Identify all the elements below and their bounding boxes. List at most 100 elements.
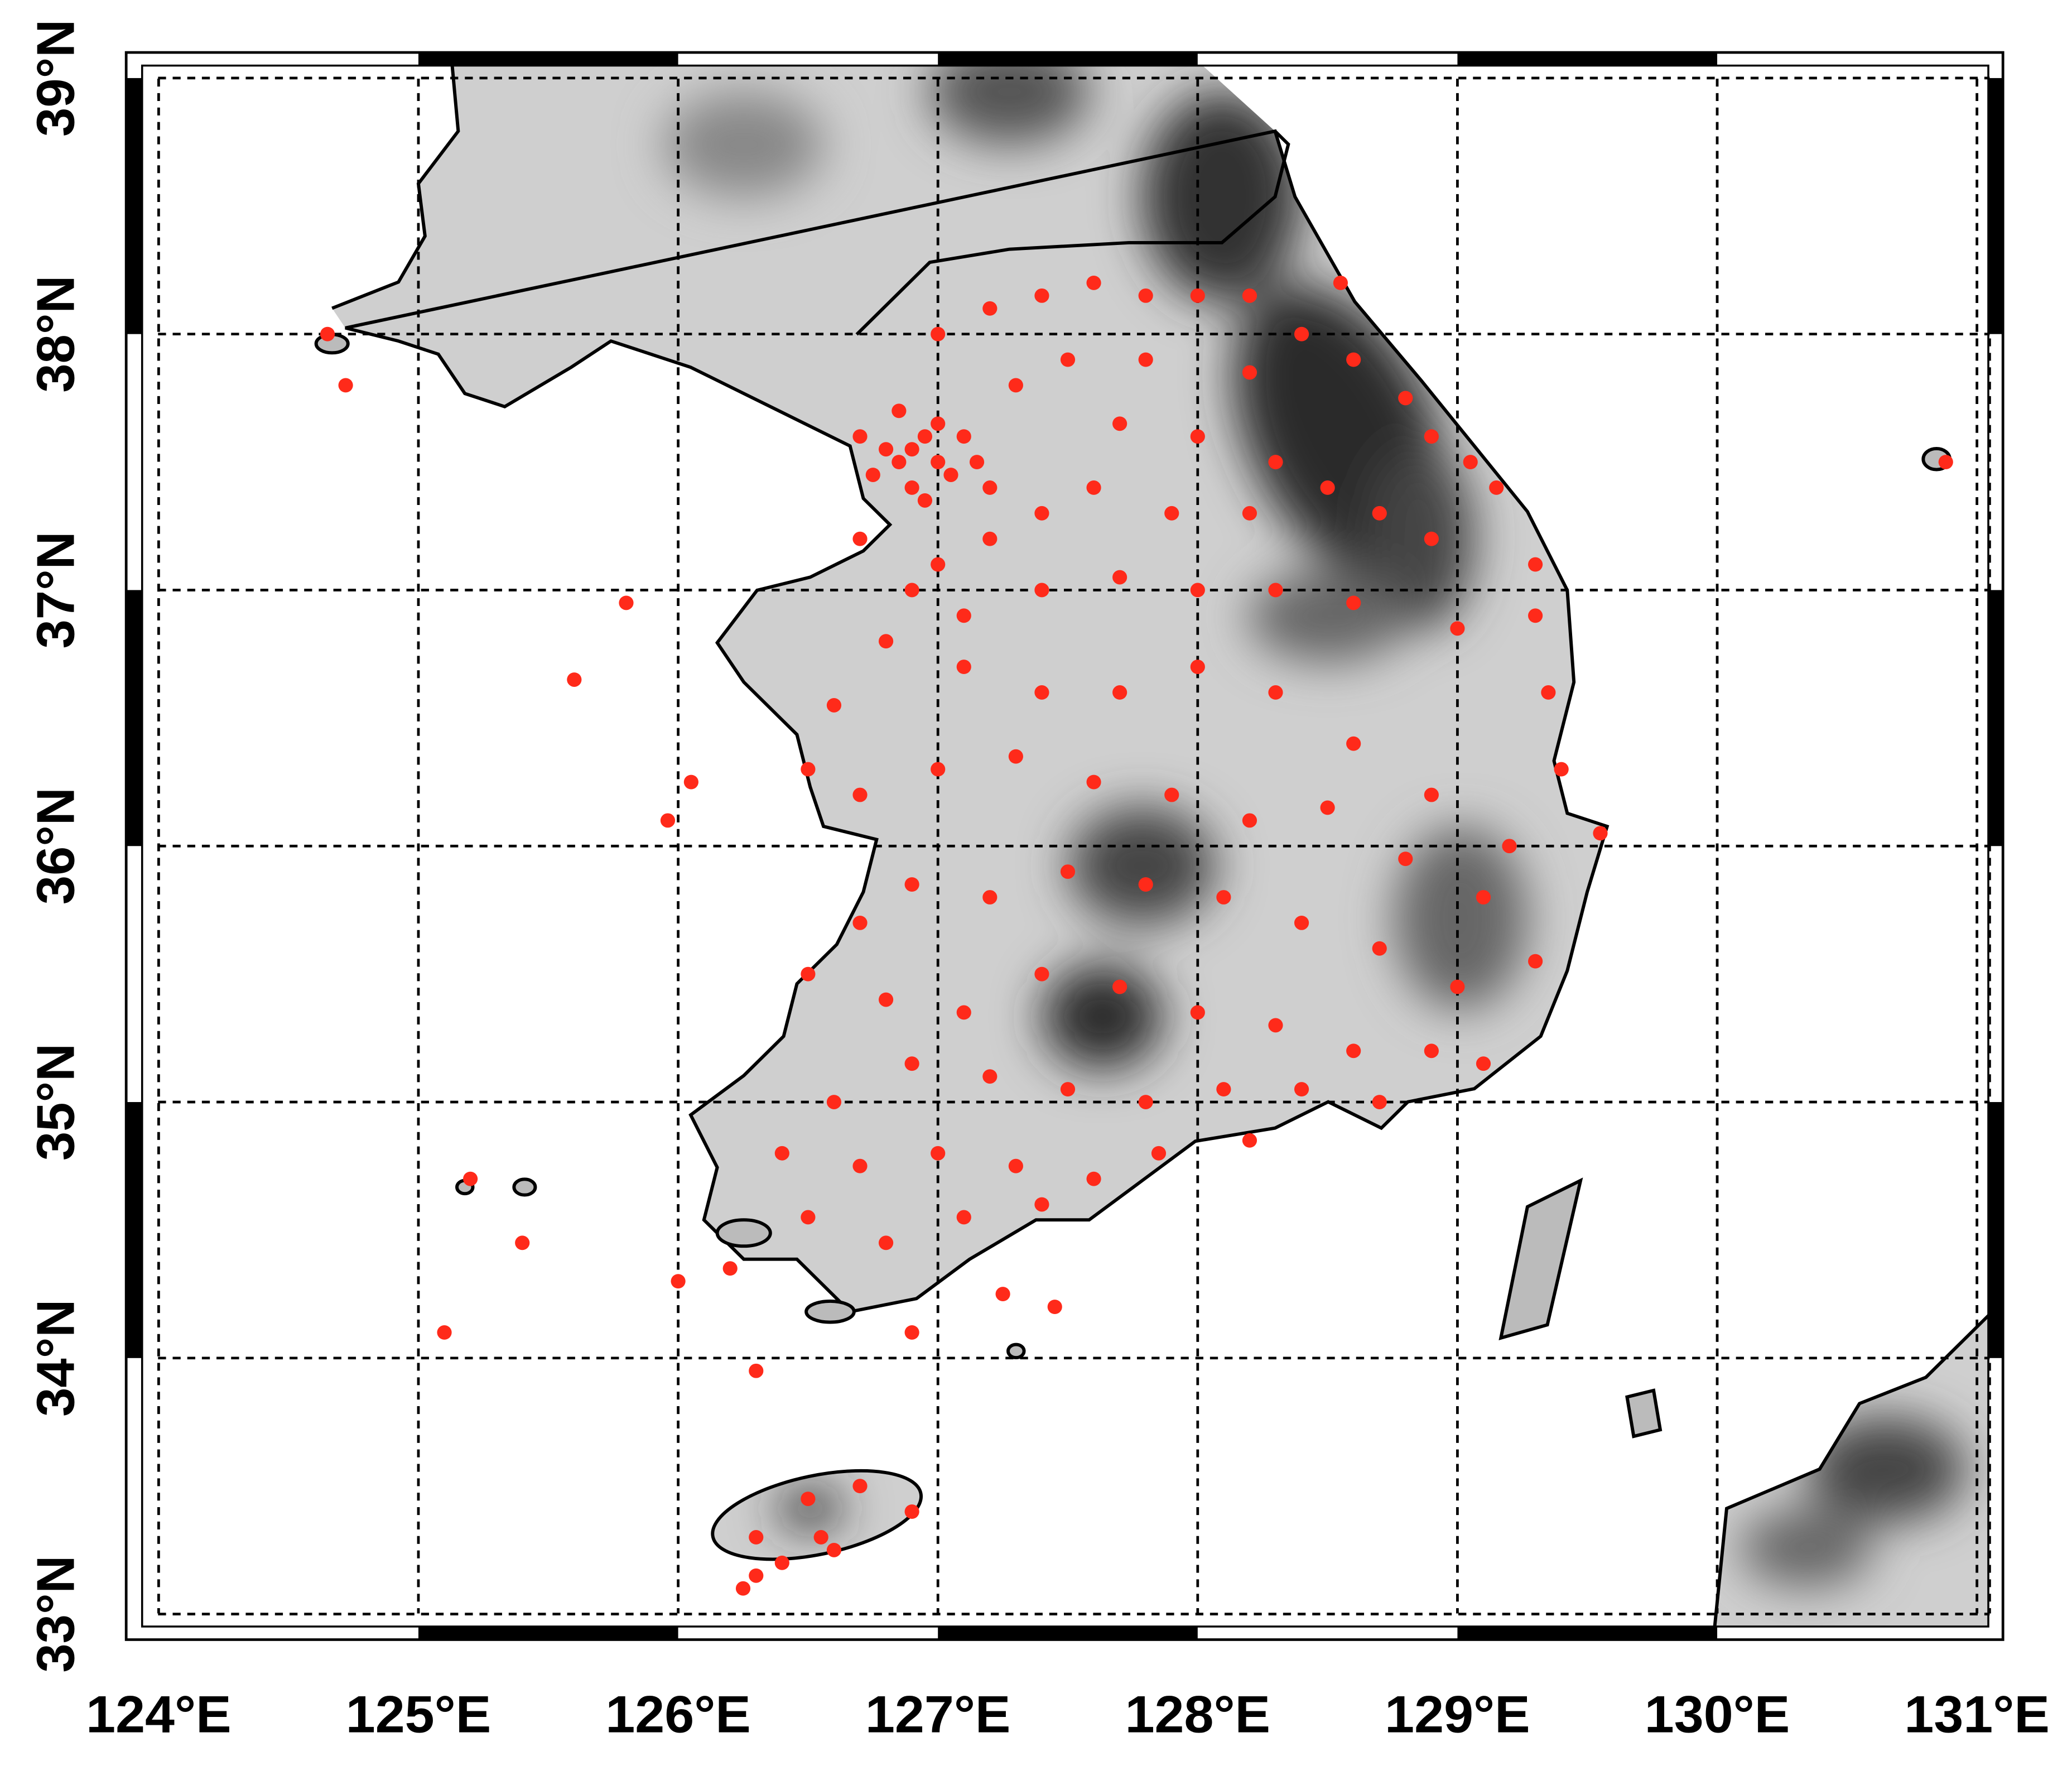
station xyxy=(1346,736,1361,751)
station xyxy=(1333,276,1348,290)
x-tick-label: 126°E xyxy=(605,1685,750,1744)
station xyxy=(852,1158,868,1173)
station xyxy=(1346,595,1361,610)
station xyxy=(1164,787,1179,802)
station xyxy=(801,1210,816,1225)
station xyxy=(1138,877,1153,892)
station xyxy=(1034,1197,1049,1212)
station xyxy=(722,1261,738,1276)
frame-segment xyxy=(1988,1102,2003,1358)
station xyxy=(320,326,335,341)
station xyxy=(904,583,919,598)
station xyxy=(982,890,998,905)
frame-segment xyxy=(1457,1626,1718,1640)
station xyxy=(1593,826,1608,841)
frame-segment xyxy=(418,52,678,66)
station xyxy=(1424,787,1439,802)
station xyxy=(1346,352,1361,367)
station xyxy=(904,480,919,495)
station xyxy=(1294,326,1309,341)
frame-segment xyxy=(1457,52,1718,66)
station xyxy=(660,813,676,828)
station xyxy=(1164,506,1179,521)
station xyxy=(1190,429,1205,444)
station xyxy=(1450,621,1465,636)
station xyxy=(1463,455,1478,470)
frame-segment xyxy=(126,78,142,334)
station xyxy=(969,455,985,470)
station xyxy=(1450,979,1465,994)
station xyxy=(1047,1300,1062,1314)
station xyxy=(943,468,958,482)
station xyxy=(801,1492,816,1507)
station xyxy=(917,429,933,444)
station xyxy=(826,1542,842,1557)
y-tick-label: 33°N xyxy=(26,1556,86,1673)
station xyxy=(1190,1005,1205,1020)
station xyxy=(813,1530,828,1545)
station xyxy=(1346,1043,1361,1059)
station xyxy=(1242,813,1257,828)
mountains xyxy=(664,65,1966,1587)
station xyxy=(1034,966,1049,982)
station xyxy=(463,1171,478,1186)
x-tick-label: 131°E xyxy=(1904,1685,2049,1744)
x-tick-label: 124°E xyxy=(86,1685,231,1744)
station xyxy=(1320,800,1335,815)
station xyxy=(1268,685,1283,700)
station xyxy=(1320,480,1335,495)
station xyxy=(852,531,868,546)
station xyxy=(1372,1095,1387,1109)
tick-labels: 124°E 125°E 126°E 127°E 128°E 129°E 130°E 131°E… xyxy=(26,20,2050,1744)
station xyxy=(956,608,971,623)
station xyxy=(1398,391,1413,406)
station xyxy=(749,1530,764,1545)
station xyxy=(1216,1082,1231,1097)
station xyxy=(774,1146,789,1161)
station xyxy=(931,455,946,470)
station xyxy=(1008,1158,1023,1173)
x-tick-label: 130°E xyxy=(1645,1685,1790,1744)
station xyxy=(917,493,933,508)
station xyxy=(1242,506,1257,521)
x-tick-label: 128°E xyxy=(1125,1685,1270,1744)
station xyxy=(437,1325,452,1340)
frame-segment xyxy=(418,1626,678,1640)
station xyxy=(982,480,998,495)
station xyxy=(749,1363,764,1378)
station xyxy=(931,762,946,777)
station xyxy=(982,531,998,546)
frame-segment xyxy=(938,1626,1198,1640)
station xyxy=(774,1555,789,1570)
station xyxy=(1034,583,1049,598)
frame-segment xyxy=(126,1102,142,1358)
station xyxy=(931,416,946,431)
station xyxy=(1112,416,1127,431)
station xyxy=(1138,1095,1153,1109)
station xyxy=(1242,365,1257,380)
station xyxy=(1034,288,1049,303)
station xyxy=(1086,480,1101,495)
station xyxy=(1268,455,1283,470)
station xyxy=(1268,583,1283,598)
frame-segment xyxy=(1988,78,2003,334)
station xyxy=(931,557,946,572)
station xyxy=(878,1235,894,1250)
station xyxy=(878,634,894,649)
station xyxy=(904,442,919,457)
x-tick-label: 127°E xyxy=(865,1685,1010,1744)
station xyxy=(1528,557,1543,572)
station xyxy=(852,787,868,802)
y-tick-label: 39°N xyxy=(26,20,86,137)
station xyxy=(904,1056,919,1071)
station xyxy=(1112,570,1127,585)
station xyxy=(1034,506,1049,521)
station xyxy=(749,1568,764,1583)
station xyxy=(735,1581,751,1596)
station xyxy=(1034,685,1049,700)
station xyxy=(1086,774,1101,790)
x-tick-label: 125°E xyxy=(346,1685,491,1744)
y-tick-label: 38°N xyxy=(26,276,86,393)
